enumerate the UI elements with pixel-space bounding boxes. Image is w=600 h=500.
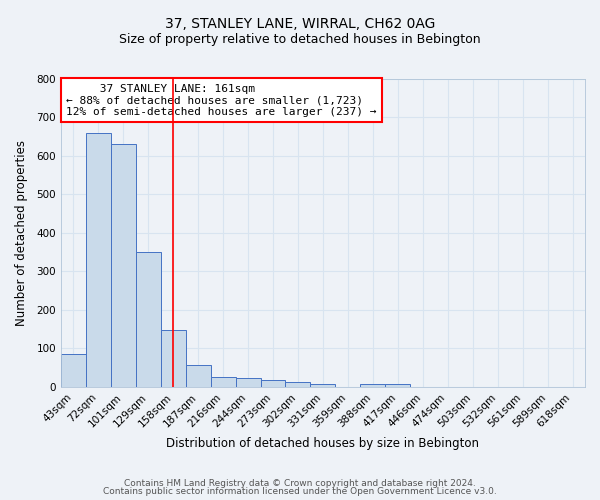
- Bar: [361, 384, 385, 387]
- Bar: [185, 364, 211, 387]
- Y-axis label: Number of detached properties: Number of detached properties: [15, 140, 28, 326]
- Bar: [86, 133, 111, 387]
- Text: Contains public sector information licensed under the Open Government Licence v3: Contains public sector information licen…: [103, 487, 497, 496]
- Bar: [236, 378, 260, 387]
- Bar: [136, 252, 161, 387]
- Text: 37 STANLEY LANE: 161sqm
← 88% of detached houses are smaller (1,723)
12% of semi: 37 STANLEY LANE: 161sqm ← 88% of detache…: [66, 84, 377, 117]
- Text: Size of property relative to detached houses in Bebington: Size of property relative to detached ho…: [119, 32, 481, 46]
- Bar: [61, 354, 86, 387]
- Bar: [385, 384, 410, 387]
- Text: 37, STANLEY LANE, WIRRAL, CH62 0AG: 37, STANLEY LANE, WIRRAL, CH62 0AG: [165, 18, 435, 32]
- X-axis label: Distribution of detached houses by size in Bebington: Distribution of detached houses by size …: [166, 437, 479, 450]
- Bar: [260, 380, 286, 387]
- Bar: [211, 378, 236, 387]
- Text: Contains HM Land Registry data © Crown copyright and database right 2024.: Contains HM Land Registry data © Crown c…: [124, 478, 476, 488]
- Bar: [310, 384, 335, 387]
- Bar: [111, 144, 136, 387]
- Bar: [161, 330, 185, 387]
- Bar: [286, 382, 310, 387]
